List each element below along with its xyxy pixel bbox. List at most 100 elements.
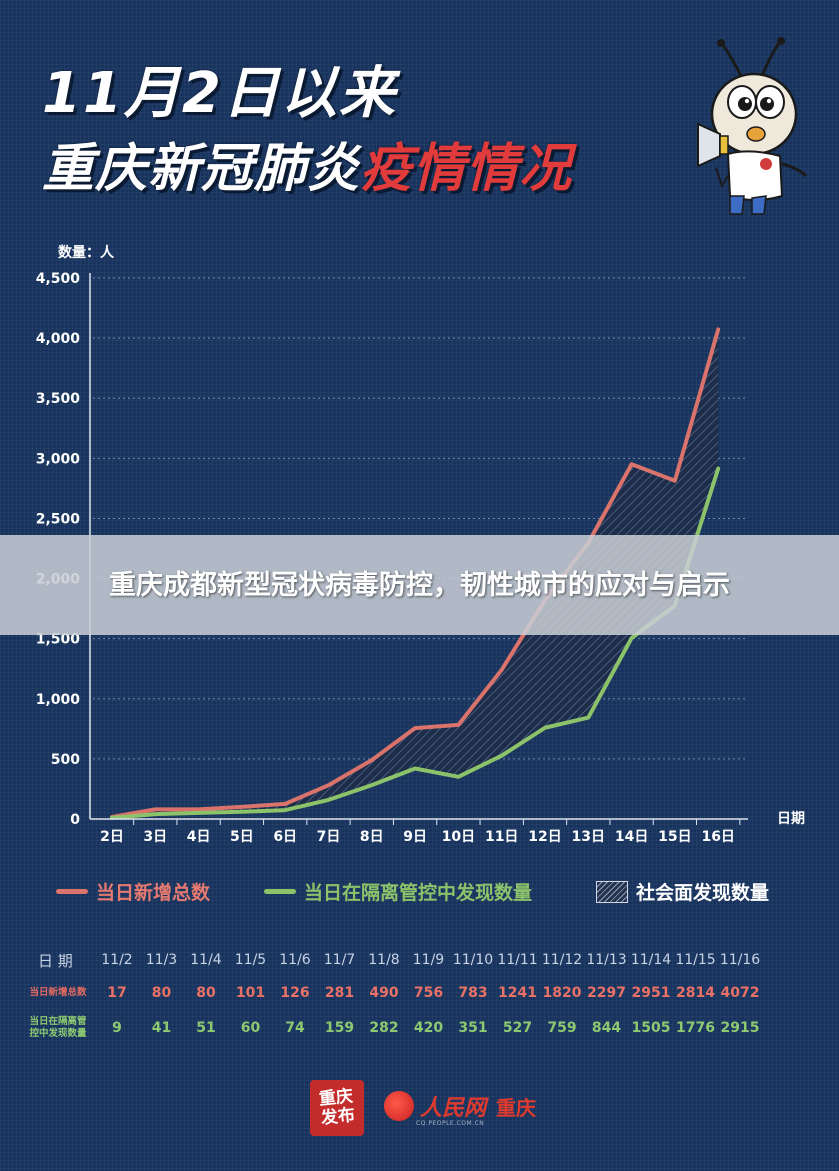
legend-label-community: 社会面发现数量 xyxy=(636,882,770,904)
legend-swatch-community xyxy=(596,880,628,903)
overlay-text: 重庆成都新型冠状病毒防控，韧性城市的应对与启示 xyxy=(109,569,730,601)
table-cell-isolation: 41 xyxy=(151,1020,172,1036)
x-tick-label: 14日 xyxy=(615,829,648,845)
table-cell-isolation: 1776 xyxy=(676,1020,715,1036)
legend-item-isolation: 当日在隔离管控中发现数量 xyxy=(264,878,532,905)
table-cell-new-total: 80 xyxy=(151,985,172,1001)
subtitle-white: 重庆新冠肺炎 xyxy=(42,139,361,199)
brand-city: 重庆 xyxy=(496,1095,537,1120)
legend-label-isolation: 当日在隔离管控中发现数量 xyxy=(304,882,533,904)
table-cell-date: 11/5 xyxy=(234,952,267,968)
table-cell-date: 11/4 xyxy=(190,952,222,968)
table-cell-date: 11/13 xyxy=(586,952,627,968)
mascot-illustration xyxy=(697,37,808,215)
x-tick-label: 9日 xyxy=(403,829,427,845)
x-tick-label: 11日 xyxy=(485,829,518,845)
x-tick-label: 15日 xyxy=(658,829,691,845)
people-daily-icon xyxy=(384,1091,414,1121)
table-cell-new-total: 101 xyxy=(235,985,266,1001)
footer-logos: 重庆 发布 人民网 重庆 CQ.PEOPLE.COM.CN xyxy=(310,1078,550,1140)
chart-area xyxy=(112,329,719,818)
community-area xyxy=(112,329,719,818)
x-tick-label: 8日 xyxy=(360,829,384,845)
x-tick-label: 13日 xyxy=(572,829,605,845)
table-cell-new-total: 1241 xyxy=(498,985,537,1001)
table-cell-date: 11/9 xyxy=(412,952,445,968)
table-row-dates: 日 期 11/2 11/3 11/4 11/5 11/6 11/7 11/8 11/9 11/1… xyxy=(14,940,829,980)
table-cell-date: 11/16 xyxy=(719,952,761,968)
table-cell-date: 11/7 xyxy=(323,952,356,968)
table-cell-new-total: 2951 xyxy=(631,985,671,1001)
table-cell-new-total: 2814 xyxy=(676,985,715,1001)
y-tick-label: 1,500 xyxy=(36,632,81,648)
chart-lines xyxy=(110,327,721,820)
y-axis-label: 数量：人 xyxy=(58,244,115,261)
y-tick-label: 4,500 xyxy=(36,271,81,287)
chart-legend: 当日新增总数 当日在隔离管控中发现数量 社会面发现数量 xyxy=(56,878,816,910)
table-cell-isolation: 159 xyxy=(324,1020,355,1036)
table-cell-isolation: 2915 xyxy=(720,1020,760,1036)
y-tick-label: 1,000 xyxy=(36,692,81,708)
table-cell-isolation: 9 xyxy=(112,1020,122,1036)
seal-text-l2: 发布 xyxy=(319,1105,356,1129)
table-header-isolation: 当日在隔离管 控中发现数量 xyxy=(14,1008,102,1048)
table-cell-date: 11/6 xyxy=(279,952,311,968)
x-tick-label: 7日 xyxy=(317,829,341,845)
table-cell-date: 11/8 xyxy=(368,952,400,968)
page-subtitle: 重庆新冠肺炎疫情情况 xyxy=(42,126,572,201)
y-tick-label: 2,500 xyxy=(36,511,81,527)
table-cell-new-total: 756 xyxy=(413,985,444,1001)
overlay-banner: 重庆成都新型冠状病毒防控，韧性城市的应对与启示 xyxy=(0,535,839,635)
y-tick-label: 4,000 xyxy=(36,331,81,347)
table-cell-date: 11/15 xyxy=(675,952,716,968)
table-cell-date: 11/12 xyxy=(541,952,583,968)
table-cell-isolation: 51 xyxy=(196,1020,216,1036)
legend-label-new-total: 当日新增总数 xyxy=(96,882,211,904)
people-daily-logo: 人民网 重庆 xyxy=(384,1090,536,1122)
x-tick-label: 16日 xyxy=(701,829,734,845)
brand-sub: CQ.PEOPLE.COM.CN xyxy=(416,1120,485,1127)
table-header-date: 日 期 xyxy=(38,951,73,970)
table-cell-isolation: 74 xyxy=(285,1020,305,1036)
legend-swatch-new-total xyxy=(56,889,88,894)
table-cell-date: 11/2 xyxy=(101,952,133,968)
table-cell-date: 11/14 xyxy=(630,952,672,968)
legend-swatch-isolation xyxy=(264,889,296,894)
x-tick-label: 10日 xyxy=(442,829,475,845)
y-tick-label: 500 xyxy=(51,752,80,768)
table-cell-new-total: 4072 xyxy=(720,985,760,1001)
table-cell-date: 11/10 xyxy=(452,952,494,968)
table-cell-isolation: 1505 xyxy=(631,1020,671,1036)
x-axis-label: 日期 xyxy=(777,811,805,827)
table-cell-date: 11/3 xyxy=(145,952,178,968)
y-tick-label: 3,500 xyxy=(36,391,81,407)
table-cell-isolation: 60 xyxy=(240,1020,261,1036)
table-cell-new-total: 17 xyxy=(107,985,127,1001)
table-cell-new-total: 1820 xyxy=(542,985,582,1001)
subtitle-red: 疫情情况 xyxy=(360,139,573,199)
table-header-isolation-l1: 当日在隔离管 xyxy=(29,1016,87,1028)
y-tick-label: 3,000 xyxy=(36,451,81,467)
brand-name: 人民网 xyxy=(420,1096,487,1121)
page-title: 11月2日以来 xyxy=(42,61,397,126)
table-row-new-total: 当日新增总数 17 80 80 101 126 281 490 756 783 1241 1820 2… xyxy=(14,973,829,1013)
chongqing-release-logo: 重庆 发布 xyxy=(310,1080,364,1136)
table-header-isolation-l2: 控中发现数量 xyxy=(29,1028,87,1039)
x-tick-label: 3日 xyxy=(143,829,167,845)
series-line-new-total xyxy=(110,327,721,819)
x-tick-label: 4日 xyxy=(187,829,211,845)
table-cell-isolation: 527 xyxy=(502,1020,533,1036)
x-tick-label: 6日 xyxy=(273,829,297,845)
table-cell-isolation: 351 xyxy=(458,1020,488,1036)
table-cell-new-total: 80 xyxy=(196,985,216,1001)
table-cell-new-total: 490 xyxy=(369,985,399,1001)
table-cell-isolation: 844 xyxy=(591,1020,622,1036)
table-cell-isolation: 282 xyxy=(369,1020,399,1036)
table-cell-new-total: 783 xyxy=(458,985,488,1001)
legend-item-community: 社会面发现数量 xyxy=(596,878,769,905)
y-tick-label: 0 xyxy=(70,812,80,828)
table-row-isolation: 当日在隔离管 控中发现数量 9 41 51 60 74 159 282 420 351 527 75… xyxy=(14,1008,829,1048)
table-cell-isolation: 420 xyxy=(413,1020,444,1036)
table-cell-isolation: 759 xyxy=(547,1020,577,1036)
table-cell-date: 11/11 xyxy=(497,952,538,968)
